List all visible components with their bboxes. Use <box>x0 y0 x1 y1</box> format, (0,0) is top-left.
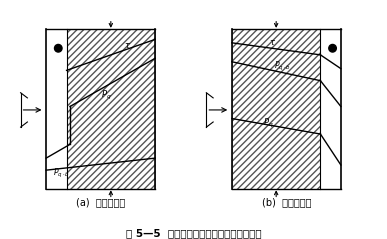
Circle shape <box>55 44 62 52</box>
Text: $P_{q\cdot b}$: $P_{q\cdot b}$ <box>53 167 70 180</box>
Text: 图 5—5  材料层次布置不同时的内部湿状况: 图 5—5 材料层次布置不同时的内部湿状况 <box>126 229 261 239</box>
Bar <box>67 29 155 189</box>
Bar <box>232 29 320 189</box>
Text: (a)  内部有冷凝: (a) 内部有冷凝 <box>76 198 125 207</box>
Bar <box>46 29 67 189</box>
Text: $P_q$: $P_q$ <box>101 89 111 102</box>
Text: $P_q$: $P_q$ <box>262 117 273 130</box>
Circle shape <box>329 44 336 52</box>
Text: $\tau$: $\tau$ <box>269 38 276 47</box>
Bar <box>67 29 155 189</box>
Text: $P_{q\cdot b}$: $P_{q\cdot b}$ <box>274 60 291 73</box>
Text: $\tau$: $\tau$ <box>125 41 132 50</box>
Bar <box>232 29 320 189</box>
Text: (b)  内部无冷凝: (b) 内部无冷凝 <box>262 198 311 207</box>
Bar <box>320 29 341 189</box>
